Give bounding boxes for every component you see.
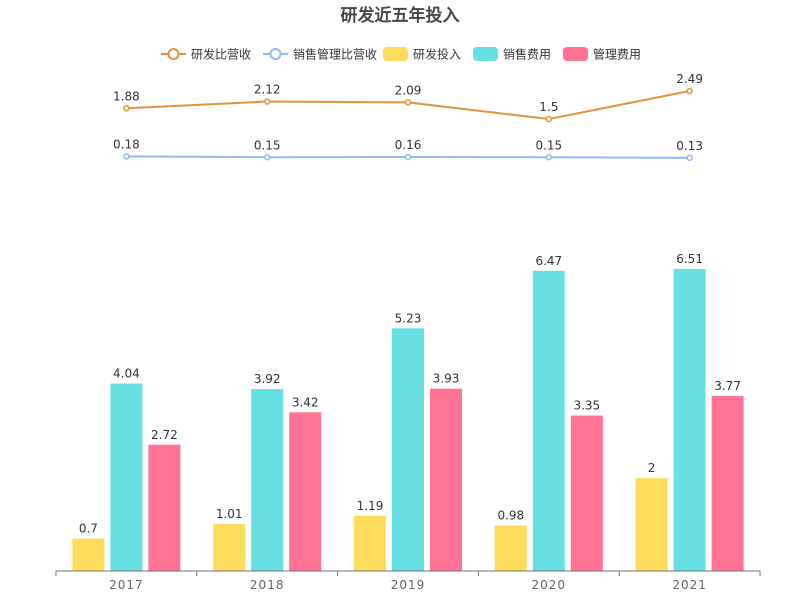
bar-2019[interactable]: [354, 515, 386, 571]
bar-value-label: 1.01: [216, 507, 243, 521]
legend-item[interactable]: 研发投入: [383, 47, 461, 62]
line-value-label: 0.15: [254, 138, 281, 152]
line-point[interactable]: [686, 87, 693, 95]
line-point[interactable]: [545, 115, 553, 123]
x-tick-label: 2017: [109, 578, 144, 592]
line-point[interactable]: [263, 154, 271, 161]
legend-label: 研发投入: [413, 47, 461, 62]
bar-2018[interactable]: [289, 412, 322, 571]
legend-item[interactable]: 管理费用: [563, 47, 641, 62]
line-point[interactable]: [545, 154, 553, 161]
line-value-label: 1.5: [539, 100, 558, 114]
bar-value-label: 5.23: [395, 311, 422, 325]
bar-2021[interactable]: [673, 268, 706, 571]
line-point[interactable]: [263, 98, 271, 105]
bar-value-label: 2.72: [151, 428, 178, 442]
bar-value-label: 0.98: [497, 509, 524, 523]
line-value-label: 0.15: [535, 138, 562, 152]
legend-label: 销售管理比营收: [293, 47, 377, 62]
bar-value-label: 3.35: [573, 399, 600, 413]
bar-2020[interactable]: [570, 415, 603, 571]
line-point[interactable]: [123, 153, 130, 160]
bar-value-label: 3.77: [714, 379, 741, 393]
line-point[interactable]: [686, 154, 693, 162]
line-point[interactable]: [404, 99, 412, 106]
bar-2018[interactable]: [251, 389, 284, 571]
legend-circle-icon: [167, 48, 180, 60]
legend-label: 研发比营收: [191, 47, 251, 62]
legend-item[interactable]: 销售费用: [473, 47, 551, 62]
x-tick-label: 2021: [672, 578, 707, 592]
x-tick-label: 2019: [391, 578, 426, 592]
bar-value-label: 1.19: [357, 499, 384, 513]
bar-value-label: 6.47: [535, 254, 562, 268]
x-tick-label: 2018: [250, 578, 285, 592]
line-point[interactable]: [404, 153, 412, 161]
line-value-label: 2.49: [676, 72, 703, 86]
bar-value-label: 0.7: [79, 522, 98, 536]
line-value-label: 1.88: [113, 89, 140, 103]
bar-value-label: 3.42: [292, 395, 319, 409]
bar-value-label: 4.04: [113, 367, 140, 381]
bar-2021[interactable]: [711, 396, 744, 571]
line-value-label: 2.09: [395, 83, 422, 97]
x-tick-label: 2020: [532, 578, 567, 592]
bar-2020[interactable]: [532, 270, 565, 571]
legend-item[interactable]: 销售管理比营收: [263, 47, 377, 62]
chart-title: 研发近五年投入: [341, 5, 460, 26]
line-point[interactable]: [123, 105, 130, 112]
bar-2021[interactable]: [635, 478, 668, 571]
bar-2019[interactable]: [430, 388, 462, 571]
bar-2018[interactable]: [213, 524, 246, 571]
bar-value-label: 3.93: [433, 372, 460, 386]
legend-swatch-icon: [383, 47, 408, 61]
bar-value-label: 6.51: [676, 252, 703, 266]
line-value-label: 2.12: [254, 83, 281, 97]
legend-swatch-icon: [473, 47, 498, 61]
bar-2020[interactable]: [494, 525, 527, 571]
bar-value-label: 2: [648, 461, 656, 475]
line-value-label: 0.13: [676, 139, 703, 153]
bar-2017[interactable]: [110, 383, 143, 571]
legend-swatch-icon: [563, 47, 588, 61]
legend-item[interactable]: 研发比营收: [161, 47, 251, 62]
line-value-label: 0.16: [395, 138, 422, 152]
bar-value-label: 3.92: [254, 372, 281, 386]
legend-label: 销售费用: [503, 47, 551, 62]
bar-2019[interactable]: [392, 328, 424, 571]
legend-circle-icon: [269, 48, 282, 60]
line-value-label: 0.18: [113, 137, 140, 151]
legend-label: 管理费用: [593, 47, 641, 62]
bar-2017[interactable]: [72, 538, 105, 571]
bar-2017[interactable]: [148, 444, 181, 571]
